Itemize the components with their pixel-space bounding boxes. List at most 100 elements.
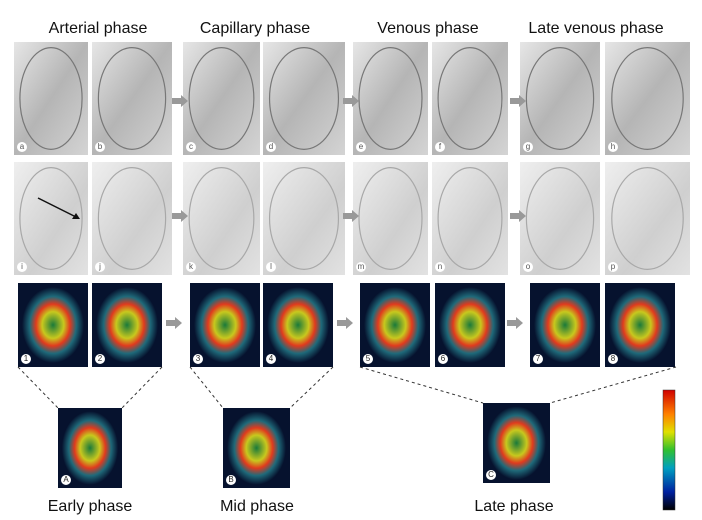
skull-outline (188, 47, 255, 150)
panel-label: 7 (536, 354, 541, 363)
panel-badge (186, 262, 196, 272)
phase-arrow (507, 317, 523, 329)
panel-badge (438, 354, 448, 364)
panel-label: h (611, 142, 615, 151)
skull-outline (525, 167, 595, 270)
panel-label: i (21, 262, 23, 271)
panel-badge (523, 142, 533, 152)
phase-arrow (337, 317, 353, 329)
skull-outline (437, 47, 503, 150)
angiogram-image (605, 162, 690, 275)
phase-arrow (510, 210, 526, 222)
angiogram-image (183, 42, 260, 155)
angiogram-image (520, 162, 600, 275)
panel-label: 6 (441, 354, 446, 363)
phase-arrow (166, 317, 182, 329)
angiogram-image (14, 42, 88, 155)
skull-outline (19, 47, 83, 150)
panel-label: C (488, 470, 494, 479)
angiogram-image (432, 162, 508, 275)
phase-arrow (172, 210, 188, 222)
phase-title: Late venous phase (528, 20, 663, 37)
panel-badge (21, 354, 31, 364)
phase-arrow (343, 95, 359, 107)
skull-outline (358, 47, 423, 150)
panel-label: B (228, 475, 233, 484)
perfusion-map (609, 287, 671, 363)
panel-badge (266, 142, 276, 152)
panel-label: 3 (196, 354, 201, 363)
panel-label: d (269, 142, 273, 151)
panel-badge (266, 354, 276, 364)
phase-arrow (510, 95, 526, 107)
perfusion-map (267, 287, 329, 363)
phase-title: Arterial phase (49, 20, 148, 37)
panel-badge (486, 470, 496, 480)
panel-badge (356, 142, 366, 152)
panel-label: a (20, 142, 25, 151)
pointer-arrowhead (72, 213, 80, 219)
panel-label: 5 (366, 354, 371, 363)
panel-badge (61, 475, 71, 485)
panel-label: o (526, 262, 531, 271)
panel-label: e (359, 142, 364, 151)
dashed-link (359, 366, 484, 404)
panel-badge (95, 354, 105, 364)
panel-badge (435, 142, 445, 152)
panel-badge (17, 262, 27, 272)
angiogram-image (353, 162, 428, 275)
panel-label: k (189, 262, 194, 271)
panel-label: f (439, 142, 442, 151)
skull-outline (611, 47, 684, 150)
skull-outline (358, 167, 423, 270)
dashed-link (189, 366, 224, 409)
panel-label: 2 (98, 354, 103, 363)
panel-badge (435, 262, 445, 272)
panel-label: j (98, 262, 101, 271)
panel-label: A (63, 475, 69, 484)
perfusion-map (534, 287, 596, 363)
skull-outline (437, 167, 503, 270)
skull-outline (97, 167, 167, 270)
panel-badge (17, 142, 27, 152)
panel-label: 1 (24, 354, 29, 363)
panel-label: n (438, 262, 442, 271)
dashed-link (549, 366, 677, 404)
angiogram-image (520, 42, 600, 155)
angiogram-image (432, 42, 508, 155)
perfusion-map (194, 287, 256, 363)
panel-badge (356, 262, 366, 272)
angiogram-image (263, 42, 345, 155)
perfusion-map (96, 287, 158, 363)
colorbar (662, 389, 676, 511)
angiogram-image (92, 162, 172, 275)
skull-outline (19, 167, 83, 270)
perfusion-map (439, 287, 501, 363)
phase-title: Capillary phase (200, 20, 310, 37)
skull-outline (268, 167, 340, 270)
panel-badge (95, 142, 105, 152)
panel-badge (186, 142, 196, 152)
perfusion-map (22, 287, 84, 363)
panel-badge (226, 475, 236, 485)
angiogram-image (263, 162, 345, 275)
panel-badge (523, 262, 533, 272)
angiogram-image (92, 42, 172, 155)
panel-label: 8 (611, 354, 616, 363)
panel-badge (266, 262, 276, 272)
angiogram-image (183, 162, 260, 275)
pointer-arrow (37, 197, 79, 219)
summary-map (227, 411, 286, 485)
panels: Arterial phase Capillary phase Venous phas… (14, 20, 690, 515)
phase-title: Venous phase (377, 20, 479, 37)
panel-label: g (526, 142, 530, 151)
angiogram-image (353, 42, 428, 155)
summary-map (487, 406, 546, 480)
panel-label: b (98, 142, 103, 151)
perfusion-map (364, 287, 426, 363)
phase-caption: Mid phase (220, 498, 294, 515)
panel-label: p (611, 262, 616, 271)
panel-badge (193, 354, 203, 364)
dashed-link (289, 366, 334, 409)
